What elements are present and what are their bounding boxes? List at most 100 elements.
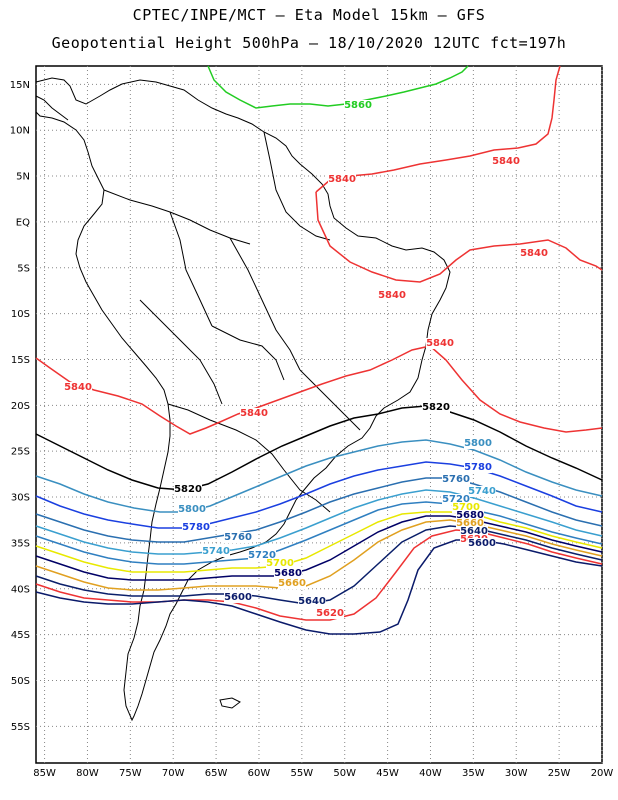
lat-tick-label: 45S — [11, 630, 30, 641]
contour-5600 — [35, 539, 603, 635]
contour-label-bg — [266, 558, 294, 569]
lat-tick-label: 10N — [10, 126, 30, 137]
contour-label-5800: 5800 — [464, 438, 492, 449]
axis-tick-labels: 15N 10N 5N EQ 5S 10S 15S 20S 25S 30S 35S 40S 45S 50S 5… — [10, 80, 614, 779]
contour-label-bg — [240, 408, 268, 419]
lat-tick-label: 35S — [11, 538, 30, 549]
contour-label-5740: 5740 — [468, 486, 496, 497]
contour-label-5840: 5840 — [492, 156, 520, 167]
country-border — [211, 325, 285, 381]
contour-label-5780: 5780 — [182, 522, 210, 533]
contour-5680 — [35, 515, 603, 581]
contour-label-bg — [298, 596, 326, 607]
contour-5740 — [35, 489, 603, 555]
lat-tick-label: 30S — [11, 493, 30, 504]
contour-label-5840: 5840 — [426, 338, 454, 349]
contour-label-5640: 5640 — [298, 596, 326, 607]
country-border — [167, 403, 285, 471]
contour-label-bg — [182, 522, 210, 533]
contour-label-5600: 5600 — [224, 592, 252, 603]
contour-label-5840: 5840 — [240, 408, 268, 419]
contour-label-5720: 5720 — [442, 494, 470, 505]
lat-tick-label: 50S — [11, 676, 30, 687]
lat-tick-label: 40S — [11, 584, 30, 595]
lat-tick-label: EQ — [16, 217, 30, 228]
contour-5780 — [35, 461, 603, 529]
contour-label-5640: 5640 — [460, 526, 488, 537]
lon-tick-label: 45W — [376, 768, 399, 779]
lon-tick-label: 35W — [462, 768, 485, 779]
central-america-coastline — [35, 95, 69, 121]
lat-tick-label: 15N — [10, 80, 30, 91]
falkland-islands — [219, 697, 241, 709]
contour-label-5800: 5800 — [178, 504, 206, 515]
contour-label-5600: 5600 — [468, 538, 496, 549]
lat-tick-label: 5N — [16, 172, 30, 183]
lon-tick-label: 20W — [591, 768, 614, 779]
contour-label-bg — [224, 532, 252, 543]
contour-label-5700: 5700 — [452, 502, 480, 513]
country-border — [103, 189, 251, 245]
contour-5840-north — [315, 65, 561, 193]
grid-lines — [36, 66, 603, 763]
contour-label-5620: 5620 — [316, 608, 344, 619]
contour-5800 — [35, 439, 603, 513]
coastlines-and-borders — [35, 77, 451, 722]
contour-label-5760: 5760 — [442, 474, 470, 485]
lat-tick-label: 25S — [11, 447, 30, 458]
contour-label-bg — [344, 100, 372, 111]
contour-label-bg — [452, 502, 480, 513]
lon-tick-label: 50W — [333, 768, 356, 779]
contour-label-bg — [468, 538, 496, 549]
contour-label-5820: 5820 — [174, 484, 202, 495]
country-border — [263, 131, 331, 241]
contour-label-bg — [468, 486, 496, 497]
height-contours — [35, 65, 603, 635]
country-border — [169, 211, 213, 327]
contour-5820 — [35, 405, 603, 491]
south-america-coastline — [35, 77, 451, 722]
contour-label-bg — [442, 494, 470, 505]
contour-label-bg — [274, 568, 302, 579]
country-border — [299, 369, 361, 431]
contour-label-bg — [456, 510, 484, 521]
contour-label-5840: 5840 — [378, 290, 406, 301]
contour-5840-south — [35, 345, 603, 435]
contour-5860 — [207, 65, 469, 109]
contour-label-bg — [426, 338, 454, 349]
contour-label-5840: 5840 — [328, 174, 356, 185]
contour-label-5820: 5820 — [422, 402, 450, 413]
contour-label-bg — [520, 248, 548, 259]
country-border — [283, 469, 331, 513]
contour-5840-east — [315, 191, 603, 283]
contour-label-bg — [442, 474, 470, 485]
contour-label-5840: 5840 — [520, 248, 548, 259]
contour-label-bg — [202, 546, 230, 557]
contour-5720 — [35, 501, 603, 565]
contour-label-5740: 5740 — [202, 546, 230, 557]
contour-label-5860: 5860 — [344, 100, 372, 111]
lon-tick-label: 40W — [419, 768, 442, 779]
lat-tick-label: 15S — [11, 355, 30, 366]
lon-tick-label: 25W — [548, 768, 571, 779]
contour-label-bg — [64, 382, 92, 393]
lat-tick-label: 10S — [11, 309, 30, 320]
contour-label-bg — [174, 484, 202, 495]
contour-label-bg — [460, 526, 488, 537]
contour-5660 — [35, 519, 603, 591]
lon-tick-label: 30W — [505, 768, 528, 779]
contour-label-5780: 5780 — [464, 462, 492, 473]
lat-tick-label: 55S — [11, 722, 30, 733]
lon-tick-label: 80W — [76, 768, 99, 779]
contour-label-5680: 5680 — [456, 510, 484, 521]
lon-tick-label: 55W — [291, 768, 314, 779]
lat-tick-label: 5S — [17, 263, 30, 274]
contour-label-bg — [422, 402, 450, 413]
country-border — [229, 237, 301, 371]
contour-label-bg — [378, 290, 406, 301]
contour-label-5700: 5700 — [266, 558, 294, 569]
contour-labels: 5860 5840 5840 5840 5840 5840 5840 5840 5820 5820… — [64, 100, 548, 619]
contour-label-bg — [492, 156, 520, 167]
contour-label-bg — [464, 438, 492, 449]
